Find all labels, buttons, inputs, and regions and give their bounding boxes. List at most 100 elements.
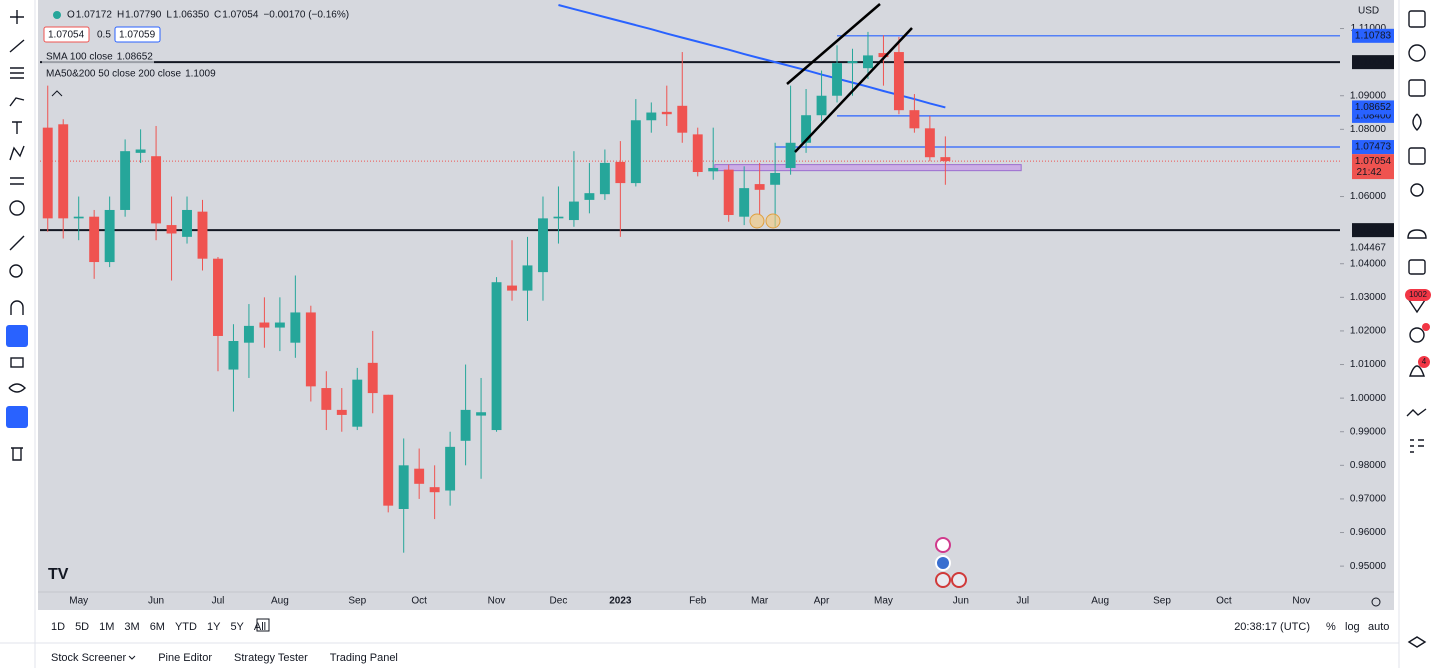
trading-icon[interactable] xyxy=(1406,408,1427,417)
footer-tab[interactable]: Pine Editor xyxy=(158,652,212,664)
right-sidebar xyxy=(1406,10,1427,648)
alerts-icon[interactable] xyxy=(1408,44,1426,62)
candle-body xyxy=(832,63,842,96)
price-input[interactable] xyxy=(114,26,161,43)
candle-body xyxy=(754,184,765,190)
brush-tool[interactable] xyxy=(9,97,25,107)
zone[interactable] xyxy=(714,164,1022,172)
delete-tool[interactable] xyxy=(11,447,23,461)
icon-tool[interactable] xyxy=(9,200,25,216)
candle-body xyxy=(429,487,440,493)
date-range-icon[interactable] xyxy=(256,618,270,632)
candle-body xyxy=(940,157,951,162)
timeframe-button[interactable]: 1M xyxy=(99,621,114,633)
candle-body xyxy=(228,341,239,370)
news-icon[interactable] xyxy=(1407,299,1427,314)
hotlist-icon[interactable] xyxy=(1412,113,1422,131)
x-tick-label: Nov xyxy=(1292,596,1310,607)
timeframe-button[interactable]: 1D xyxy=(51,621,65,633)
indicator-value: 1.08652 xyxy=(117,52,154,63)
trend-line[interactable] xyxy=(786,3,881,85)
measure-tool[interactable] xyxy=(9,235,25,251)
order-icon[interactable] xyxy=(1410,439,1424,453)
hide-tool[interactable] xyxy=(8,383,26,393)
candle-body xyxy=(352,379,363,427)
footer-tab[interactable]: Strategy Tester xyxy=(234,652,308,664)
x-tick-label: Nov xyxy=(488,596,506,607)
active-tool[interactable] xyxy=(6,406,28,428)
streams-icon[interactable] xyxy=(1407,229,1427,239)
fib-tool[interactable] xyxy=(10,67,24,79)
y-tick-label: 0.96000 xyxy=(1350,527,1387,538)
candle-body xyxy=(692,134,703,172)
plot xyxy=(40,4,1340,553)
active-tool[interactable] xyxy=(6,325,28,347)
timeframe-button[interactable]: 3M xyxy=(124,621,139,633)
timeframe-button[interactable]: 6M xyxy=(150,621,165,633)
currency[interactable]: USD xyxy=(1358,6,1379,17)
timeframe-button[interactable]: 5Y xyxy=(230,621,244,633)
candle-body xyxy=(151,156,162,224)
calendar-icon[interactable] xyxy=(1408,147,1426,165)
forecast-tool[interactable] xyxy=(10,177,24,185)
event-icon[interactable] xyxy=(935,572,951,588)
chat-icon[interactable] xyxy=(1408,259,1426,275)
indicator-name[interactable]: MA50&200 50 close 200 close xyxy=(46,69,182,80)
trend-line[interactable] xyxy=(794,27,913,153)
line-tool[interactable] xyxy=(9,39,25,53)
scale-option[interactable]: auto xyxy=(1368,621,1389,633)
sma-label: 1.08652 xyxy=(1355,102,1392,113)
pattern-tool[interactable] xyxy=(9,145,25,161)
crosshair-tool[interactable] xyxy=(10,10,24,24)
candle-body xyxy=(893,52,904,111)
event-icon[interactable] xyxy=(935,537,951,553)
indicator-bg xyxy=(42,49,154,64)
badge xyxy=(1418,356,1430,368)
collapse-icon[interactable] xyxy=(51,90,63,97)
badge-count: 1002 xyxy=(1409,290,1427,299)
marker[interactable] xyxy=(749,213,765,229)
footer-tab[interactable]: Trading Panel xyxy=(330,652,398,664)
y-tick-label: 1.08000 xyxy=(1350,124,1387,135)
timeframe-button[interactable]: All xyxy=(254,621,266,633)
candle-body xyxy=(677,105,688,133)
live-icon[interactable] xyxy=(1409,327,1425,343)
settings-icon[interactable] xyxy=(1371,597,1381,607)
dropdown-icon[interactable] xyxy=(128,655,136,660)
zoom-tool[interactable] xyxy=(9,264,23,278)
event-icon[interactable] xyxy=(935,555,951,571)
candle-body xyxy=(135,149,146,153)
notifications-icon[interactable] xyxy=(1409,365,1425,377)
timeframe-button[interactable]: YTD xyxy=(175,621,197,633)
scale-option[interactable]: log xyxy=(1345,621,1360,633)
candle-body xyxy=(615,161,626,184)
timeframe-button[interactable]: 1Y xyxy=(207,621,221,633)
candle-body xyxy=(398,465,409,510)
level-label: 1.08400 xyxy=(1355,111,1392,122)
candle-body xyxy=(661,111,672,115)
x-tick-label: Sep xyxy=(1153,596,1171,607)
y-tick-label: 0.98000 xyxy=(1350,460,1387,471)
event-icon[interactable] xyxy=(951,572,967,588)
live-dot xyxy=(1422,323,1430,331)
indicator-name[interactable]: SMA 100 close xyxy=(46,52,113,63)
indicator-bg xyxy=(42,66,222,81)
marker[interactable] xyxy=(765,213,781,229)
x-tick-label: Apr xyxy=(814,596,830,607)
timeframe-button[interactable]: 5D xyxy=(75,621,89,633)
text-tool[interactable] xyxy=(12,121,22,134)
data-icon[interactable] xyxy=(1408,79,1426,97)
watchlist-icon[interactable] xyxy=(1408,10,1426,28)
candle-body xyxy=(274,322,285,328)
magnet-tool[interactable] xyxy=(10,300,24,315)
legend-low: 1.06350 xyxy=(173,10,210,21)
lock-tool[interactable] xyxy=(10,357,24,368)
ideas-icon[interactable] xyxy=(1410,183,1424,197)
layers-icon[interactable] xyxy=(1407,636,1427,648)
scale-option[interactable]: % xyxy=(1326,621,1336,633)
candle-body xyxy=(367,362,378,394)
footer-tab[interactable]: Stock Screener xyxy=(51,652,127,664)
candle-body xyxy=(584,193,595,200)
price-input-text: 1.07059 xyxy=(119,30,156,41)
price-input[interactable] xyxy=(43,26,90,43)
